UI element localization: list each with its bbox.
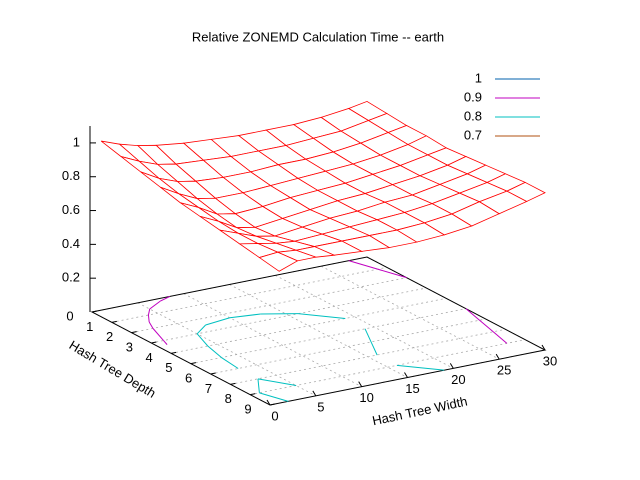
contour-segment xyxy=(370,341,378,356)
contour-segment xyxy=(297,313,346,319)
contour-segment xyxy=(163,340,168,345)
grid-line xyxy=(137,302,317,397)
contour xyxy=(147,260,508,345)
y-tick-label: 3 xyxy=(126,339,133,354)
y-tick xyxy=(111,320,117,323)
contour-segment xyxy=(257,378,297,386)
z-tick-label: 1 xyxy=(73,134,80,149)
x-tick xyxy=(358,381,363,387)
legend-label: 0.7 xyxy=(464,127,482,142)
y-tick-label: 0 xyxy=(66,308,73,323)
contour-segment xyxy=(396,364,445,371)
contour-segment xyxy=(147,308,151,316)
z-tick-label: 0.4 xyxy=(62,236,80,251)
contour-segment xyxy=(348,260,378,270)
grid-line xyxy=(183,293,362,388)
y-tick-label: 1 xyxy=(86,319,93,334)
x-tick xyxy=(495,353,500,360)
y-tick-label: 9 xyxy=(244,401,251,416)
y-tick-label: 7 xyxy=(205,381,212,396)
contour-segment xyxy=(229,313,261,319)
contour-segment xyxy=(492,331,508,344)
contour-segment xyxy=(259,392,289,402)
contour-segment xyxy=(148,321,154,329)
contour-segment xyxy=(377,268,407,279)
legend-label: 1 xyxy=(475,70,482,85)
contour-segment xyxy=(205,317,230,326)
y-tick xyxy=(269,403,276,406)
x-axis-label: Hash Tree Width xyxy=(371,394,469,429)
contour-segment xyxy=(207,345,222,358)
contour-segment xyxy=(196,324,206,335)
chart-title: Relative ZONEMD Calculation Time -- eart… xyxy=(192,29,444,44)
grid-line xyxy=(250,339,526,396)
x-tick-label: 15 xyxy=(405,381,419,396)
y-tick xyxy=(190,362,196,365)
contour-segment xyxy=(479,319,494,333)
contour-segment xyxy=(465,308,480,321)
legend-label: 0.9 xyxy=(464,89,482,104)
legend-label: 0.8 xyxy=(464,108,482,123)
contour-segment xyxy=(221,357,239,369)
grid-line xyxy=(171,297,447,354)
y-tick-label: 8 xyxy=(225,391,232,406)
x-tick-label: 20 xyxy=(451,372,465,387)
contour-segment xyxy=(149,300,161,310)
y-tick xyxy=(171,351,177,354)
x-tick-label: 30 xyxy=(543,353,557,368)
z-tick-label: 0.2 xyxy=(62,270,80,285)
contour-segment xyxy=(257,378,260,393)
y-tick xyxy=(210,372,216,375)
contour-segment xyxy=(147,314,150,323)
y-axis-label: Hash Tree Depth xyxy=(67,337,159,400)
x-tick xyxy=(541,344,546,351)
x-tick xyxy=(404,372,408,378)
y-tick xyxy=(131,331,137,334)
contour-segment xyxy=(196,333,209,347)
x-tick-label: 10 xyxy=(359,390,373,405)
grid-line xyxy=(131,277,407,334)
grid-line xyxy=(230,328,506,385)
y-tick-label: 6 xyxy=(185,370,192,385)
surface-cell xyxy=(258,251,299,272)
y-tick xyxy=(230,382,236,385)
grid-line xyxy=(229,284,408,378)
x-tick xyxy=(312,390,317,397)
y-tick-label: 2 xyxy=(106,329,113,344)
contour-segment xyxy=(364,328,372,343)
x-tick xyxy=(449,363,454,369)
contour-segment xyxy=(152,328,164,341)
y-tick xyxy=(250,393,256,396)
contour xyxy=(196,313,445,402)
x-tick-label: 25 xyxy=(497,363,511,378)
y-tick xyxy=(91,310,98,313)
grid-line xyxy=(275,274,454,369)
grid-line xyxy=(151,287,427,344)
contour-segment xyxy=(159,295,171,302)
y-tick xyxy=(151,341,157,344)
x-tick xyxy=(266,399,271,406)
x-tick-label: 0 xyxy=(271,408,278,423)
grid-line xyxy=(111,266,387,323)
grid-line xyxy=(190,308,466,365)
y-tick-label: 4 xyxy=(145,350,152,365)
y-tick-label: 5 xyxy=(165,360,172,375)
grid-line xyxy=(210,318,486,375)
grid-line xyxy=(320,265,500,360)
z-tick-label: 0.6 xyxy=(62,202,80,217)
x-tick-label: 5 xyxy=(317,399,324,414)
z-tick-label: 0.8 xyxy=(62,168,80,183)
